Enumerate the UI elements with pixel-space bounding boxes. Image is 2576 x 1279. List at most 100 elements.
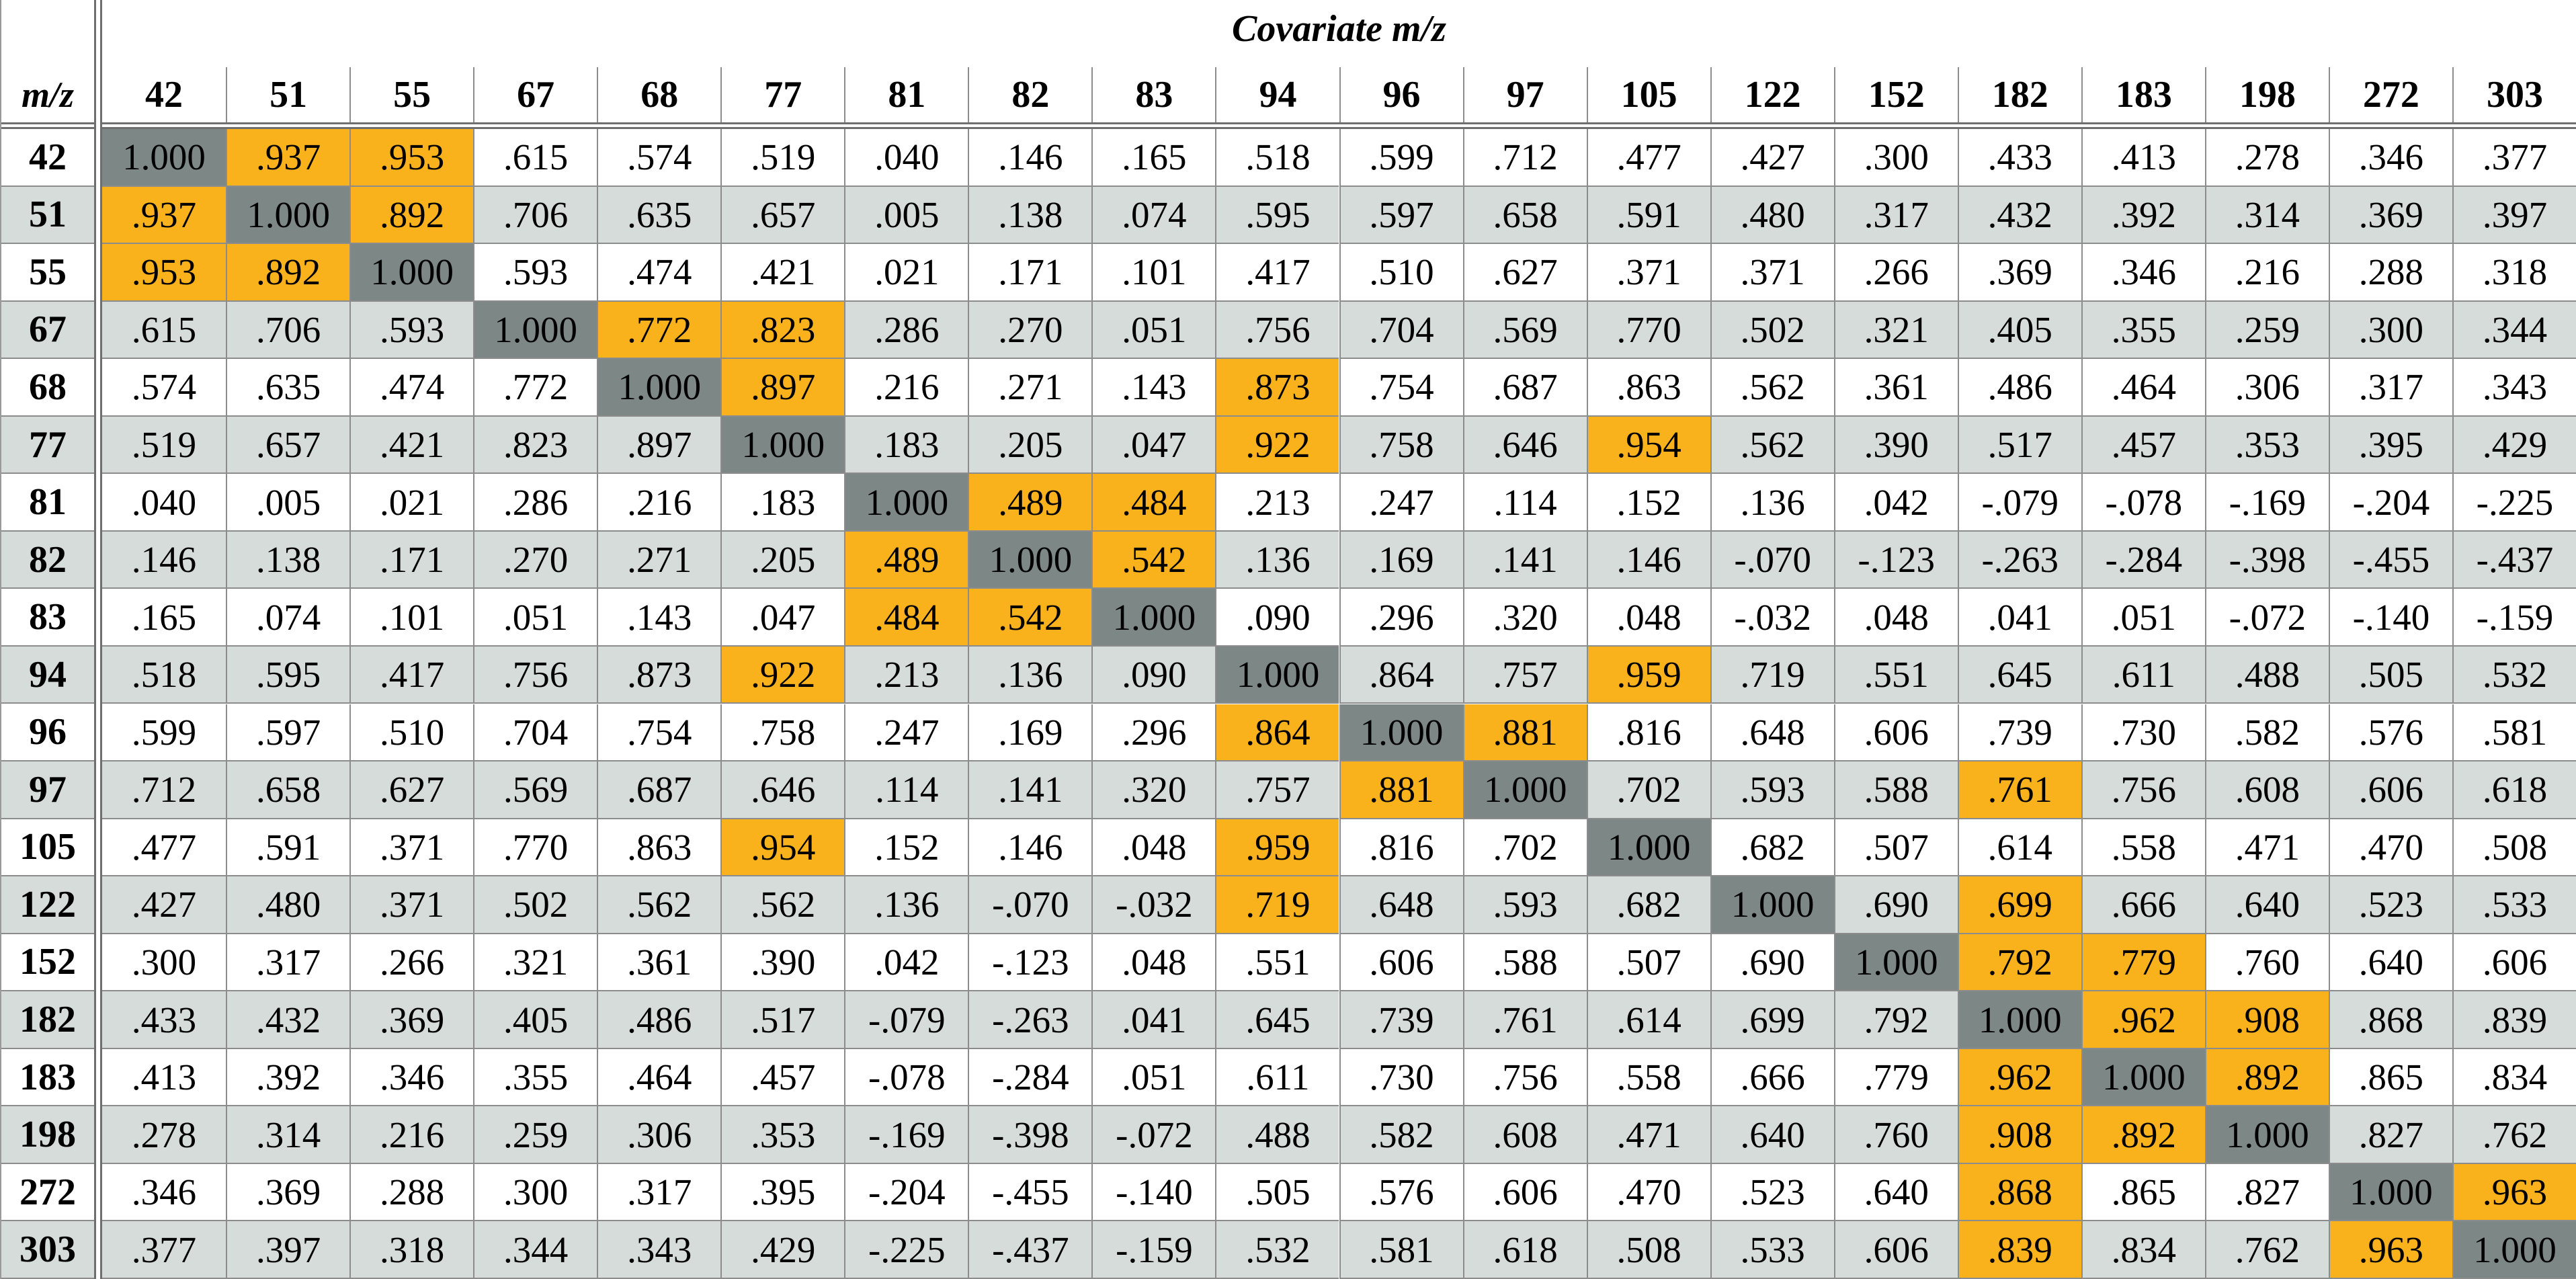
table-cell: .576 (2328, 704, 2452, 762)
table-cell: .517 (720, 991, 845, 1049)
table-cell: .216 (349, 1106, 474, 1164)
table-cell: .627 (349, 761, 474, 819)
table-cell: .591 (1586, 186, 1710, 245)
table-cell: .318 (2452, 244, 2576, 302)
row-header: 303 (1, 1221, 94, 1279)
diagonal-cell: 1.000 (102, 129, 226, 187)
column-header: 67 (473, 67, 597, 122)
table-cell: .532 (2452, 646, 2576, 704)
table-cell: .640 (2328, 934, 2452, 992)
table-cell: .581 (2452, 704, 2576, 762)
diagonal-cell: 1.000 (1215, 646, 1339, 704)
column-header: 152 (1833, 67, 1958, 122)
table-cell: .146 (1586, 531, 1710, 589)
highlighted-cell: .954 (720, 819, 845, 877)
table-cell: .427 (102, 876, 226, 934)
highlighted-cell: .542 (1091, 531, 1216, 589)
column-header: 198 (2204, 67, 2329, 122)
table-cell: .558 (1586, 1048, 1710, 1107)
table-cell: .021 (349, 474, 474, 532)
table-cell: .756 (1215, 301, 1339, 360)
table-cell: .169 (1339, 531, 1463, 589)
table-cell: .562 (720, 876, 845, 934)
table-cell: .369 (349, 991, 474, 1049)
diagonal-cell: 1.000 (1462, 761, 1587, 819)
table-cell: .433 (102, 991, 226, 1049)
table-cell: .216 (597, 474, 721, 532)
table-cell: .470 (1586, 1163, 1710, 1222)
table-cell: .760 (2204, 934, 2329, 992)
table-cell: .371 (1710, 244, 1834, 302)
table-cell: .090 (1215, 589, 1339, 647)
table-cell: .271 (968, 359, 1092, 417)
table-cell: -.070 (968, 876, 1092, 934)
table-cell: .593 (1462, 876, 1587, 934)
table-cell: .377 (2452, 129, 2576, 187)
table-cell: .429 (720, 1221, 845, 1279)
table-cell: .259 (2204, 301, 2329, 360)
table-cell: -.079 (1957, 474, 2081, 532)
table-cell: .021 (844, 244, 968, 302)
table-cell: .417 (1215, 244, 1339, 302)
table-cell: .666 (2081, 876, 2205, 934)
table-cell: -.123 (1833, 531, 1958, 589)
row-header: 152 (1, 934, 94, 992)
table-cell: .508 (2452, 819, 2576, 877)
table-cell: .474 (597, 244, 721, 302)
column-header: 42 (145, 74, 183, 116)
table-cell: .739 (1957, 704, 2081, 762)
highlighted-cell: .761 (1957, 761, 2081, 819)
highlighted-cell: .772 (597, 301, 721, 360)
column-header: 51 (226, 67, 349, 122)
table-cell: .288 (349, 1163, 474, 1222)
table-cell: .432 (1957, 186, 2081, 245)
column-header: 94 (1215, 67, 1339, 122)
table-cell: .719 (1710, 646, 1834, 704)
table-cell: .205 (968, 416, 1092, 475)
table-cell: .346 (349, 1048, 474, 1107)
table-cell: .047 (720, 589, 845, 647)
table-cell: .582 (2204, 704, 2329, 762)
table-cell: .606 (1833, 704, 1958, 762)
table-cell: .507 (1833, 819, 1958, 877)
row-axis-label: m/z (21, 75, 75, 115)
table-cell: .593 (1710, 761, 1834, 819)
table-cell: .518 (1215, 129, 1339, 187)
table-cell: .266 (349, 934, 474, 992)
table-cell: -.455 (968, 1163, 1092, 1222)
column-header: 96 (1339, 67, 1463, 122)
table-cell: .761 (1462, 991, 1587, 1049)
table-cell: .574 (102, 359, 226, 417)
row-header: 68 (1, 359, 94, 417)
row-header: 51 (1, 186, 94, 245)
table-cell: -.437 (2452, 531, 2576, 589)
column-header: 81 (844, 67, 968, 122)
highlighted-cell: .953 (102, 244, 226, 302)
table-cell: .518 (102, 646, 226, 704)
table-cell: .523 (1710, 1163, 1834, 1222)
table-cell: .690 (1833, 876, 1958, 934)
table-cell: .606 (2452, 934, 2576, 992)
table-cell: .863 (1586, 359, 1710, 417)
table-cell: .171 (968, 244, 1092, 302)
table-cell: .569 (473, 761, 597, 819)
header-double-rule (1, 122, 2576, 129)
table-cell: .041 (1957, 589, 2081, 647)
table-cell: .657 (226, 416, 350, 475)
table-cell: .762 (2452, 1106, 2576, 1164)
table-cell: .457 (720, 1048, 845, 1107)
table-cell: .395 (720, 1163, 845, 1222)
table-cell: .048 (1091, 819, 1216, 877)
highlighted-cell: .892 (349, 186, 474, 245)
table-cell: .286 (473, 474, 597, 532)
table-cell: .114 (1462, 474, 1587, 532)
table-cell: .730 (1339, 1048, 1463, 1107)
table-cell: .300 (2328, 301, 2452, 360)
table-cell: .343 (2452, 359, 2576, 417)
table-cell: .042 (1833, 474, 1958, 532)
table-cell: -.079 (844, 991, 968, 1049)
row-header: 97 (1, 761, 94, 819)
table-cell: -.204 (844, 1163, 968, 1222)
row-header: 198 (1, 1106, 94, 1164)
table-cell: .183 (720, 474, 845, 532)
